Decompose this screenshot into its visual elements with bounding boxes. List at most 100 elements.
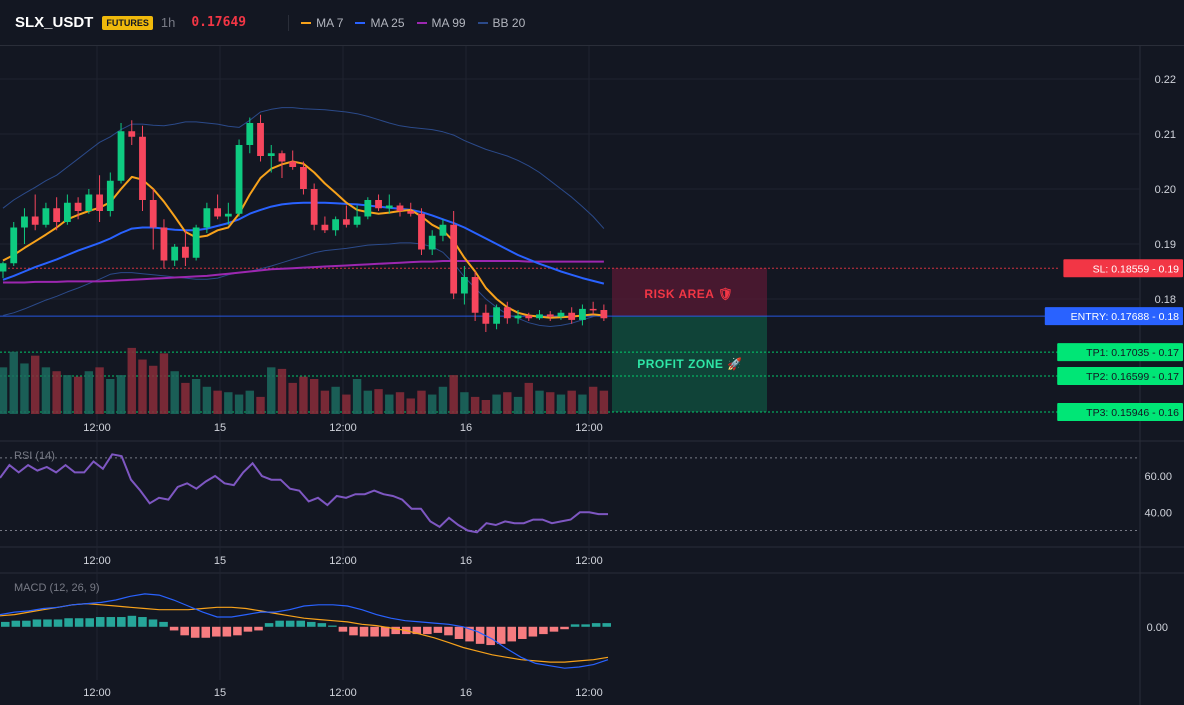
volume-bar bbox=[234, 394, 244, 414]
candle-body bbox=[557, 312, 565, 317]
macd-histogram-bar bbox=[222, 626, 232, 637]
candle-body bbox=[546, 314, 554, 317]
macd-tick-label: 0.00 bbox=[1147, 622, 1168, 634]
legend-ma99[interactable]: MA 99 bbox=[416, 16, 466, 30]
candle-body bbox=[182, 246, 189, 258]
legend-ma25[interactable]: MA 25 bbox=[355, 15, 405, 30]
volume-bar bbox=[63, 375, 72, 414]
legend-ma25-swatch bbox=[355, 21, 366, 24]
volume-bar bbox=[106, 379, 115, 414]
candle-body bbox=[407, 211, 415, 214]
macd-histogram-bar bbox=[148, 619, 158, 627]
macd-histogram-bar bbox=[338, 626, 348, 632]
legend-ma25-label: MA 25 bbox=[370, 15, 405, 30]
candle-body bbox=[257, 123, 264, 156]
legend-bb20[interactable]: BB 20 bbox=[477, 15, 526, 30]
time-axis-label: 16 bbox=[460, 555, 472, 567]
timeframe-selector[interactable]: 1h bbox=[160, 15, 176, 30]
candle-body bbox=[117, 131, 125, 181]
candle-body bbox=[439, 224, 447, 236]
macd-histogram-bar bbox=[127, 615, 137, 627]
risk-area-label: RISK AREA 🛡 bbox=[644, 287, 733, 301]
volume-bar bbox=[492, 394, 501, 414]
macd-histogram-bar bbox=[180, 626, 189, 636]
volume-bar bbox=[288, 382, 297, 414]
macd-histogram-bar bbox=[507, 626, 517, 642]
macd-histogram-bar bbox=[370, 626, 379, 637]
price-tag-label: SL: 0.18559 - 0.19 bbox=[1093, 263, 1180, 275]
price-tag-label: TP2: 0.16599 - 0.17 bbox=[1086, 371, 1179, 383]
volume-bar bbox=[159, 353, 169, 414]
macd-histogram-bar bbox=[496, 626, 506, 644]
symbol-name[interactable]: SLX_USDT bbox=[15, 14, 94, 31]
volume-bar bbox=[578, 394, 587, 414]
macd-histogram-bar bbox=[423, 626, 432, 635]
candle-body bbox=[310, 189, 318, 225]
candle-body bbox=[21, 216, 28, 228]
candle-body bbox=[353, 216, 361, 225]
volume-bar bbox=[567, 390, 576, 414]
candle-body bbox=[246, 123, 254, 145]
volume-bar bbox=[460, 392, 469, 414]
volume-bar bbox=[170, 371, 179, 414]
candle-body bbox=[149, 200, 157, 228]
macd-histogram-bar bbox=[444, 626, 453, 636]
macd-histogram-bar bbox=[1, 621, 10, 627]
candle-body bbox=[418, 213, 425, 250]
candle-body bbox=[321, 224, 329, 231]
candle-body bbox=[63, 202, 71, 222]
macd-histogram-bar bbox=[570, 624, 580, 627]
macd-histogram-bar bbox=[264, 623, 274, 627]
macd-histogram-bar bbox=[307, 621, 316, 627]
time-axis-label: 12:00 bbox=[575, 422, 603, 434]
macd-histogram-bar bbox=[349, 626, 358, 636]
volume-bar bbox=[191, 379, 201, 414]
macd-histogram-bar bbox=[254, 626, 263, 631]
time-axis-label: 12:00 bbox=[329, 687, 357, 699]
price-tag bbox=[1063, 259, 1183, 278]
macd-histogram-bar bbox=[53, 619, 63, 627]
volume-bar bbox=[181, 382, 190, 414]
macd-histogram-bar bbox=[412, 626, 422, 635]
time-axis-label: 12:00 bbox=[83, 422, 111, 434]
macd-histogram-bar bbox=[159, 621, 168, 627]
candle-body bbox=[289, 161, 297, 167]
legend-ma7-label: MA 7 bbox=[316, 15, 344, 30]
time-axis-label: 16 bbox=[460, 687, 472, 699]
macd-pane: MACD (12, 26, 9) bbox=[0, 582, 611, 669]
macd-histogram-bar bbox=[169, 626, 179, 631]
macd-histogram-bar bbox=[106, 617, 116, 627]
candle-body bbox=[568, 312, 576, 320]
price-tick-label: 0.19 bbox=[1155, 239, 1176, 251]
candle-body bbox=[0, 263, 7, 272]
candle-body bbox=[106, 180, 114, 211]
candle-body bbox=[460, 277, 468, 294]
legend-ma7[interactable]: MA 7 bbox=[301, 16, 343, 30]
macd-histogram-bar bbox=[285, 620, 295, 627]
candle-body bbox=[514, 315, 522, 319]
candle-body bbox=[300, 167, 307, 189]
candle-body bbox=[96, 194, 103, 211]
macd-histogram-bar bbox=[32, 619, 42, 627]
price-tick-label: 0.18 bbox=[1155, 294, 1176, 306]
macd-histogram-bar bbox=[212, 626, 221, 637]
volume-bar bbox=[41, 367, 51, 414]
volume-bar bbox=[331, 386, 340, 414]
macd-histogram-bar bbox=[359, 626, 369, 637]
grid-lines bbox=[0, 46, 1184, 705]
volume-bar bbox=[513, 396, 523, 414]
volume-bar bbox=[556, 394, 566, 414]
candle-body bbox=[450, 224, 458, 294]
macd-histogram-bar bbox=[74, 618, 84, 627]
candle-body bbox=[375, 200, 382, 209]
macd-histogram-bar bbox=[328, 625, 337, 627]
macd-histogram-bar bbox=[581, 624, 590, 627]
macd-signal-line bbox=[0, 602, 609, 663]
macd-histogram-bar bbox=[138, 617, 147, 627]
macd-histogram-bar bbox=[465, 626, 474, 642]
candle-body bbox=[139, 136, 146, 200]
legend-bb20-label: BB 20 bbox=[492, 15, 526, 30]
volume-bar bbox=[277, 368, 287, 414]
macd-histogram-bar bbox=[275, 620, 284, 627]
